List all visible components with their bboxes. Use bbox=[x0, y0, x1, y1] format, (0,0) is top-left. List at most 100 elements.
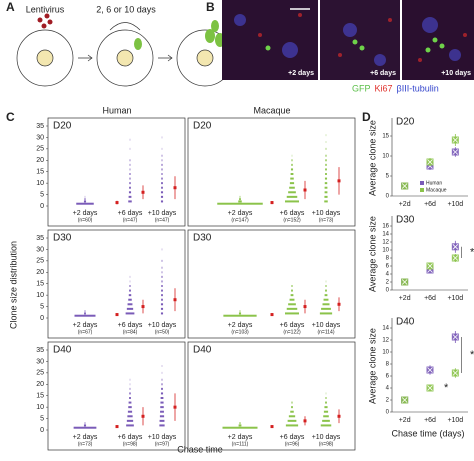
group-label: +6 days bbox=[280, 434, 305, 441]
clone-count bbox=[161, 397, 164, 399]
y-tick-label: 20 bbox=[36, 269, 44, 276]
clone-count bbox=[161, 173, 162, 175]
group-n: (n=98) bbox=[319, 441, 334, 447]
clone-count bbox=[325, 397, 326, 399]
legend-text: βIII-tubulin bbox=[397, 83, 439, 93]
clone-count bbox=[128, 303, 133, 305]
image-label: +6 days bbox=[370, 70, 396, 77]
chart-title: D20 bbox=[396, 117, 415, 128]
x-tick-label: +6d bbox=[424, 295, 436, 302]
clone-count bbox=[126, 312, 135, 314]
group-label: +10 days bbox=[148, 434, 177, 441]
clone-count bbox=[288, 420, 297, 422]
clone-count bbox=[238, 200, 242, 202]
y-tick-label: 0 bbox=[386, 288, 390, 294]
clone-count bbox=[321, 424, 332, 426]
mean-marker bbox=[174, 186, 177, 189]
legend-text: Ki67 bbox=[375, 83, 393, 93]
column-title: Human bbox=[102, 105, 131, 115]
group-n: (n=47) bbox=[123, 217, 138, 223]
group-label: +2 days bbox=[73, 210, 98, 217]
y-tick-label: 25 bbox=[36, 258, 44, 265]
group-n: (n=84) bbox=[123, 329, 138, 335]
y-tick-label: 15 bbox=[36, 393, 44, 400]
y-tick-label: 2 bbox=[386, 280, 390, 286]
clone-count bbox=[85, 422, 86, 424]
clone-count bbox=[130, 168, 131, 170]
mean-marker bbox=[174, 298, 177, 301]
x-tick-label: +10d bbox=[447, 417, 463, 424]
x-tick-label: +6d bbox=[424, 417, 436, 424]
clone-count bbox=[129, 191, 131, 193]
group-label: +2 days bbox=[73, 322, 98, 329]
clone-count bbox=[239, 424, 242, 426]
clone-count bbox=[160, 402, 163, 404]
group-n: (n=73) bbox=[319, 217, 334, 223]
gfp-cells bbox=[134, 20, 225, 50]
clone-count bbox=[289, 187, 295, 189]
clone-count bbox=[239, 422, 240, 424]
panel-stage: D40 bbox=[53, 345, 72, 356]
clone-count bbox=[320, 312, 332, 314]
clone-count bbox=[129, 392, 130, 394]
y-tick-label: 20 bbox=[36, 157, 44, 164]
group-n: (n=67) bbox=[78, 329, 93, 335]
clone-count bbox=[128, 200, 132, 202]
x-tick-label: +2d bbox=[399, 295, 411, 302]
clone-count bbox=[325, 402, 327, 404]
clone-count bbox=[129, 397, 131, 399]
mean-marker bbox=[142, 305, 145, 308]
clone-count bbox=[217, 203, 263, 205]
clone-count bbox=[84, 312, 86, 314]
mean-marker bbox=[304, 189, 307, 192]
panel-stage: D20 bbox=[193, 121, 212, 132]
clone-count bbox=[291, 164, 292, 166]
clone-count bbox=[162, 155, 163, 157]
clone-count bbox=[162, 159, 163, 161]
y-tick-label: 4 bbox=[386, 386, 390, 392]
clone-count bbox=[325, 285, 326, 287]
clone-count bbox=[290, 411, 294, 413]
y-tick-label: 15 bbox=[36, 281, 44, 288]
significance: * bbox=[470, 246, 474, 258]
clone-count bbox=[127, 308, 133, 310]
clone-count bbox=[162, 271, 163, 273]
y-tick-label: 8 bbox=[386, 256, 390, 262]
clone-count bbox=[126, 424, 134, 426]
clone-count bbox=[324, 200, 328, 202]
clone-count bbox=[129, 285, 130, 287]
group-label: +10 days bbox=[312, 210, 341, 217]
y-tick-label: 25 bbox=[36, 370, 44, 377]
clone-count bbox=[129, 402, 132, 404]
clone-count bbox=[130, 159, 131, 161]
clone-count bbox=[324, 411, 328, 413]
y-tick-label: 20 bbox=[36, 381, 44, 388]
clone-count bbox=[223, 315, 256, 317]
group-label: +6 days bbox=[118, 322, 143, 329]
group-label: +6 days bbox=[280, 322, 305, 329]
clone-count bbox=[291, 168, 293, 170]
clone-count bbox=[291, 406, 293, 408]
clone-count bbox=[161, 178, 162, 180]
y-tick-label: 5 bbox=[40, 303, 44, 310]
clone-count bbox=[325, 159, 326, 161]
legend-swatch bbox=[420, 181, 424, 185]
y-tick-label: 0 bbox=[40, 315, 44, 322]
clone-count bbox=[285, 312, 299, 314]
group-label: +6 days bbox=[118, 434, 143, 441]
mean-marker bbox=[338, 179, 341, 182]
clone-count bbox=[76, 203, 94, 205]
y-tick-label: 10 bbox=[382, 154, 389, 160]
clone-count bbox=[161, 294, 163, 296]
clone-count bbox=[290, 299, 295, 301]
y-tick-label: 15 bbox=[36, 169, 44, 176]
clone-count bbox=[325, 187, 328, 189]
clone-count bbox=[161, 280, 162, 282]
y-tick-label: 10 bbox=[36, 180, 44, 187]
clone-count bbox=[128, 411, 132, 413]
clone-count bbox=[160, 411, 164, 413]
y-tick-label: 30 bbox=[36, 246, 44, 253]
panel-label: C bbox=[6, 110, 15, 124]
clone-count bbox=[288, 303, 296, 305]
clone-count bbox=[288, 191, 296, 193]
